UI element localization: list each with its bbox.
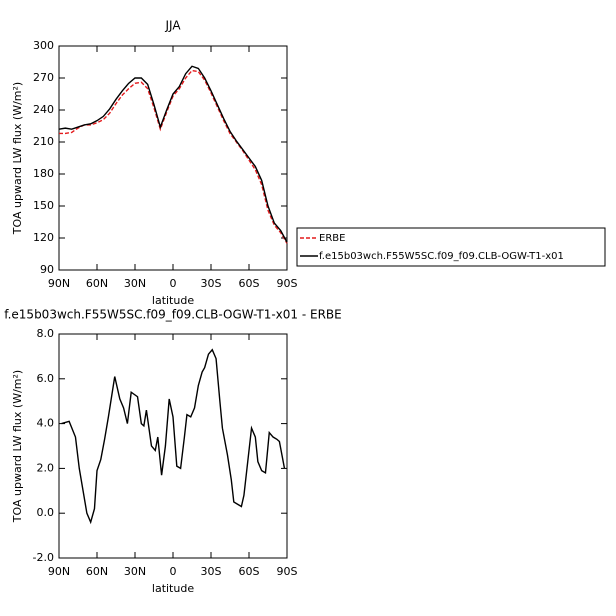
x-tick-label: 0 xyxy=(170,277,177,290)
y-tick-label: -2.0 xyxy=(33,551,54,564)
x-tick-label: 30S xyxy=(201,565,222,578)
chart-title: f.e15b03wch.F55W5SC.f09_f09.CLB-OGW-T1-x… xyxy=(4,308,342,322)
y-tick-label: 180 xyxy=(33,167,54,180)
x-tick-label: 60N xyxy=(86,277,108,290)
legend: ERBE f.e15b03wch.F55W5SC.f09_f09.CLB-OGW-… xyxy=(300,233,564,262)
y-tick-label: 120 xyxy=(33,231,54,244)
chart-title: JJA xyxy=(164,19,181,33)
y-tick-label: 240 xyxy=(33,103,54,116)
data-line xyxy=(59,69,288,244)
data-line xyxy=(58,65,288,243)
y-tick-label: 150 xyxy=(33,199,54,212)
x-tick-label: 30S xyxy=(201,277,222,290)
y-axis-label: TOA upward LW flux (W/m²) xyxy=(11,82,24,235)
data-line xyxy=(61,348,286,525)
x-tick-label: 30N xyxy=(124,565,146,578)
x-tick-label: 90S xyxy=(277,277,298,290)
y-tick-label: 300 xyxy=(33,39,54,52)
y-tick-label: 4.0 xyxy=(37,417,55,430)
x-tick-label: 60S xyxy=(239,277,260,290)
plot-frame xyxy=(58,45,288,271)
y-tick-label: 8.0 xyxy=(37,327,55,340)
y-tick-label: 210 xyxy=(33,135,54,148)
x-tick-label: 0 xyxy=(170,565,177,578)
x-tick-label: 90S xyxy=(277,565,298,578)
y-tick-label: 2.0 xyxy=(37,461,55,474)
x-axis-label: latitude xyxy=(152,582,194,595)
legend-label: ERBE xyxy=(319,233,345,244)
x-tick-label: 60S xyxy=(239,565,260,578)
x-axis-label: latitude xyxy=(152,294,194,307)
legend-label: f.e15b03wch.F55W5SC.f09_f09.CLB-OGW-T1-x… xyxy=(319,251,564,262)
y-tick-label: 0.0 xyxy=(37,506,55,519)
x-tick-label: 30N xyxy=(124,277,146,290)
y-tick-label: 90 xyxy=(40,263,54,276)
x-tick-label: 60N xyxy=(86,565,108,578)
legend-box xyxy=(296,227,606,267)
x-tick-label: 90N xyxy=(48,277,70,290)
y-axis-label: TOA upward LW flux (W/m²) xyxy=(11,370,24,523)
y-tick-label: 6.0 xyxy=(37,372,55,385)
x-tick-label: 90N xyxy=(48,565,70,578)
plot-frame xyxy=(58,333,288,559)
y-tick-label: 270 xyxy=(33,71,54,84)
